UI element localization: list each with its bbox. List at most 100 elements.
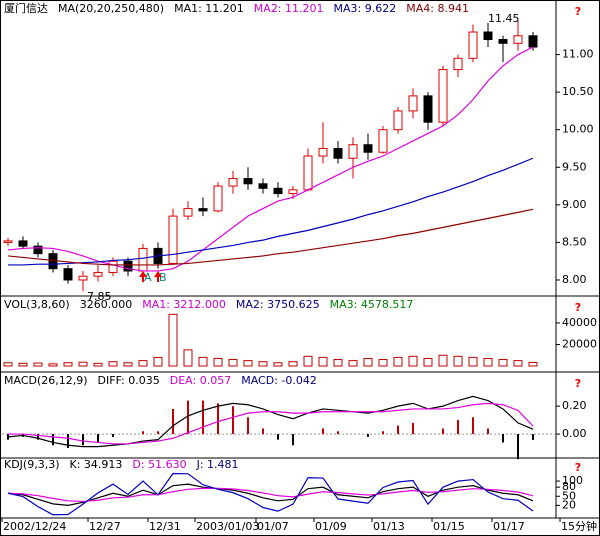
volume-bar <box>303 355 313 367</box>
volume-bar <box>363 357 373 367</box>
candle-body <box>453 57 463 71</box>
x-tick-label: 01/07 <box>257 520 289 533</box>
readout: MA2: 3750.625 <box>236 298 320 311</box>
y-tick-label: 8.50 <box>562 235 587 248</box>
readout: MA1: 11.201 <box>174 2 244 15</box>
candle-body <box>93 271 103 277</box>
readout: DEA: 0.057 <box>170 374 231 387</box>
readout: DIFF: 0.035 <box>98 374 160 387</box>
candle-body <box>423 95 433 123</box>
candle-body <box>33 245 43 255</box>
volume-bar <box>438 354 448 367</box>
readout: MA3: 4578.517 <box>330 298 414 311</box>
y-tick-label: 20 <box>562 498 576 511</box>
candle-body <box>108 260 118 273</box>
x-tick-label: 12/27 <box>89 520 121 533</box>
candle-body <box>63 268 73 281</box>
indicator-line <box>7 46 534 272</box>
volume-bar <box>528 361 538 367</box>
candle-body <box>378 129 388 153</box>
volume-bar <box>33 362 43 367</box>
y-tick-label: 40000 <box>562 316 597 329</box>
volume-bar <box>63 362 73 367</box>
candle-body <box>303 155 313 191</box>
readout: K: 34.913 <box>70 458 123 471</box>
volume-bar <box>138 360 148 367</box>
volume-bar <box>468 356 478 367</box>
readout: MA2: 11.201 <box>254 2 324 15</box>
y-tick-label: 10.00 <box>562 123 594 136</box>
y-tick-label: 8.00 <box>562 273 587 286</box>
y-tick-label: 9.50 <box>562 160 587 173</box>
x-tick-label: 12/31 <box>149 520 181 533</box>
volume-bar <box>198 356 208 367</box>
volume-bar <box>453 355 463 367</box>
candle-body <box>138 247 148 272</box>
indicator-line <box>7 483 534 506</box>
help-icon[interactable]: ? <box>575 461 581 474</box>
indicator-line <box>8 402 534 445</box>
y-tick-label: 10.50 <box>562 85 594 98</box>
volume-bar <box>48 363 58 367</box>
volume-bar <box>273 362 283 367</box>
y-tick-label: 0.00 <box>562 427 587 440</box>
candle-body <box>438 69 448 123</box>
candle-body <box>483 31 493 41</box>
y-tick-label: 80 <box>562 480 576 493</box>
readout: D: 51.630 <box>132 458 186 471</box>
volume-bar <box>18 362 28 367</box>
volume-bar <box>483 357 493 367</box>
candle-body <box>123 260 133 272</box>
volume-bar <box>168 313 178 367</box>
volume-bar <box>333 359 343 367</box>
volume-bar <box>108 361 118 367</box>
readout: MA3: 9.622 <box>334 2 397 15</box>
candle-body <box>393 110 403 131</box>
x-tick-label: 01/15 <box>433 520 465 533</box>
volume-bar <box>183 349 193 367</box>
readout: MACD: -0.042 <box>241 374 317 387</box>
volume-bar <box>288 361 298 367</box>
indicator-line <box>7 208 534 266</box>
indicator-line <box>8 157 534 266</box>
volume-bar <box>123 362 133 367</box>
x-tick-label: 01/17 <box>493 520 525 533</box>
candle-body <box>213 185 223 212</box>
x-tick-label: 01/09 <box>315 520 347 533</box>
volume-bar <box>498 359 508 367</box>
annotation: B <box>159 271 167 284</box>
readout: 3260.000 <box>80 298 133 311</box>
stock-name: 厦门信达 <box>4 1 48 15</box>
indicator-line <box>7 472 534 516</box>
volume-bar <box>378 359 388 367</box>
candle-body <box>18 240 28 247</box>
candle-body <box>183 208 193 217</box>
candle-body <box>243 178 253 185</box>
y-tick-label: 50 <box>562 489 576 502</box>
help-icon[interactable]: ? <box>575 5 581 18</box>
candle-body <box>528 35 538 48</box>
x-tick-label: 01/13 <box>373 520 405 533</box>
candle-body <box>258 183 268 189</box>
candle-body <box>228 178 238 187</box>
candle-body <box>408 95 418 112</box>
help-icon[interactable]: ? <box>575 301 581 314</box>
volume-bar <box>213 357 223 367</box>
indicator-line <box>7 487 534 503</box>
candle-body <box>318 147 328 157</box>
candle-body <box>333 147 343 159</box>
candle-body <box>198 208 208 212</box>
help-icon[interactable]: ? <box>575 377 581 390</box>
signal-arrow <box>154 270 162 282</box>
x-tick-label: 2003/01/03 <box>196 520 259 533</box>
annotation: A <box>144 271 152 284</box>
annotation: 7.85 <box>87 290 112 303</box>
volume-bar <box>408 355 418 367</box>
x-tick-label: 2002/12/24 <box>3 520 66 533</box>
y-tick-label: 20000 <box>562 337 597 350</box>
volume-bar <box>258 361 268 367</box>
candle-body <box>468 31 478 59</box>
y-tick-label: 9.00 <box>562 198 587 211</box>
volume-bar <box>153 356 163 367</box>
candle-body <box>78 275 88 281</box>
